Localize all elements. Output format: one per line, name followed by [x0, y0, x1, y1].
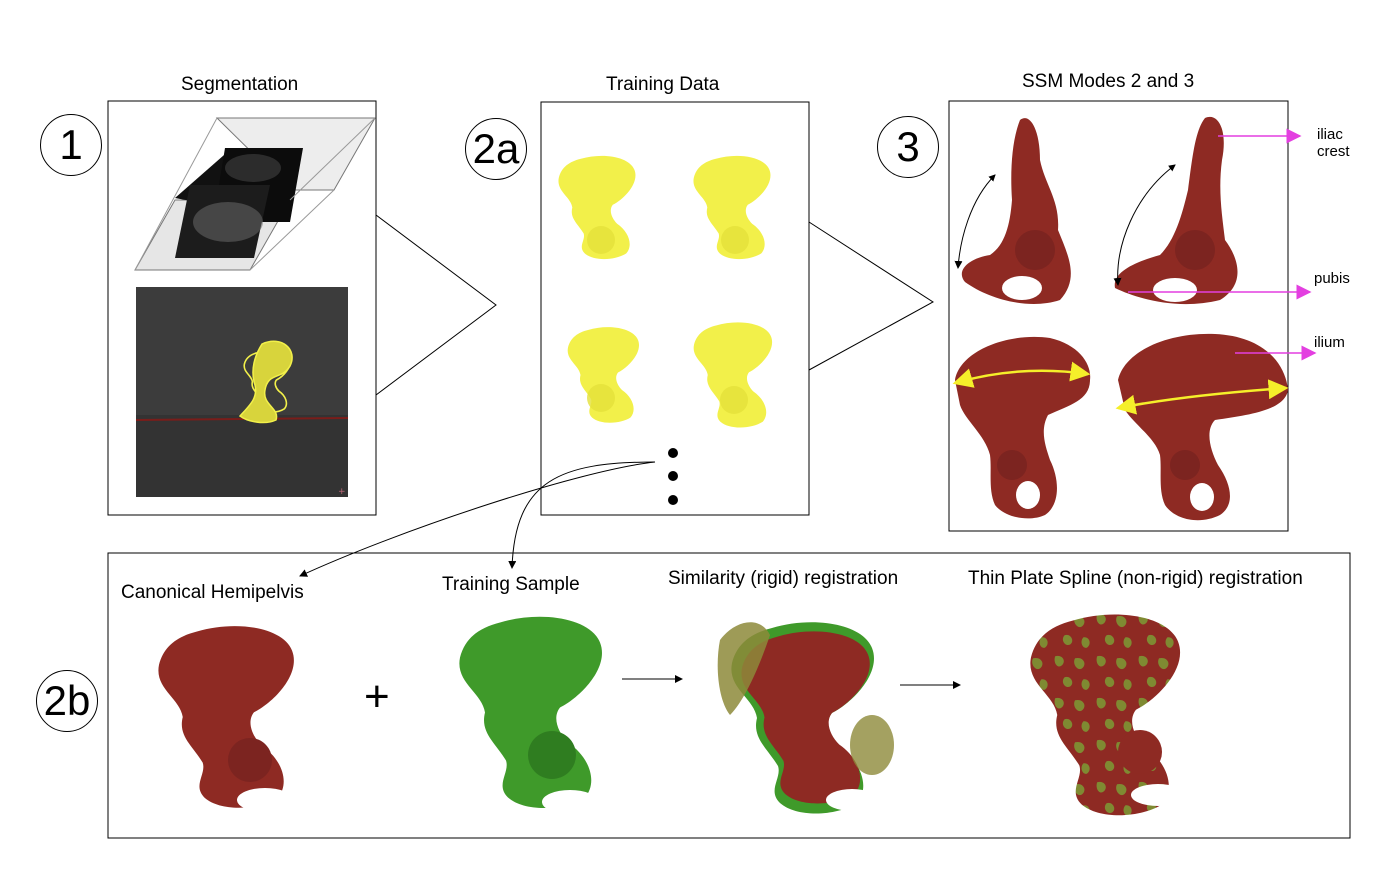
step-1-badge: 1 — [40, 114, 102, 176]
segmentation-panel — [107, 100, 377, 516]
iliac-crest-label: iliac crest — [1317, 126, 1350, 160]
ellipsis-dots — [668, 448, 678, 505]
ssm-modes-title: SSM Modes 2 and 3 — [1022, 71, 1195, 92]
canonical-hemipelvis-label: Canonical Hemipelvis — [121, 582, 304, 603]
plus-sign: + — [364, 672, 390, 721]
training-sample-label: Training Sample — [442, 574, 580, 595]
mode2-arrow-left — [954, 174, 996, 269]
training-sample-shape — [459, 616, 602, 814]
segmentation-3d-view: + — [135, 287, 349, 497]
link-to-training-sample — [508, 461, 656, 569]
step-2b-badge: 2b — [36, 670, 98, 732]
step-2a-badge: 2a — [465, 118, 527, 180]
zoom-connector-1 — [375, 214, 497, 396]
ssm-panel — [948, 100, 1289, 532]
pubis-label: pubis — [1314, 270, 1350, 287]
link-to-canonical — [299, 461, 656, 577]
training-data-panel — [540, 101, 810, 516]
rigid-registration-shape — [717, 622, 894, 814]
training-shapes — [558, 155, 773, 428]
mode3-arrow-right — [1115, 379, 1289, 415]
svg-text:+: + — [338, 487, 346, 497]
ct-slice-stack — [134, 117, 376, 271]
mode3-arrow-left — [952, 361, 1091, 388]
step-3-badge: 3 — [877, 116, 939, 178]
zoom-connector-2 — [808, 221, 934, 371]
mode2-arrow-right — [1113, 164, 1176, 286]
tps-registration-label: Thin Plate Spline (non-rigid) registrati… — [968, 568, 1303, 589]
canonical-hemipelvis-shape — [158, 626, 294, 812]
registration-panel — [107, 552, 1351, 839]
tps-registration-shape — [1030, 614, 1185, 816]
training-data-title: Training Data — [606, 74, 720, 95]
similarity-registration-label: Similarity (rigid) registration — [668, 568, 899, 589]
ilium-label: ilium — [1314, 334, 1345, 351]
segmentation-title: Segmentation — [181, 74, 299, 95]
